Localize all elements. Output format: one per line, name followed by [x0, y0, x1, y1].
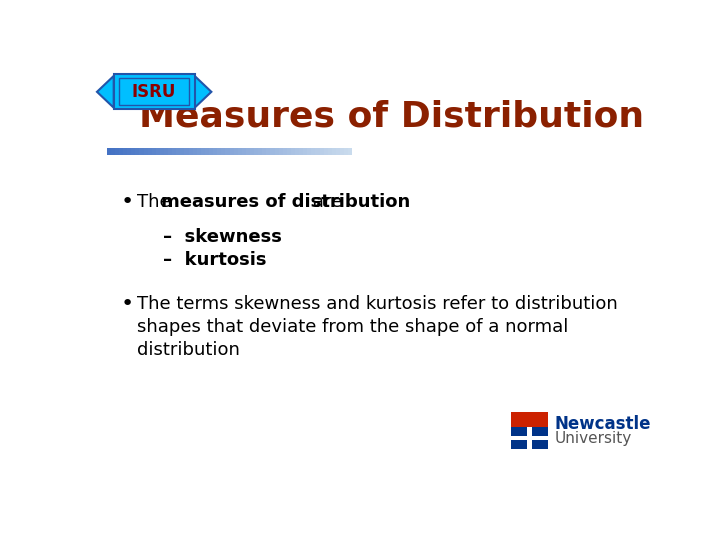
Bar: [266, 148, 271, 156]
Text: –  kurtosis: – kurtosis: [163, 251, 266, 269]
Bar: [323, 148, 328, 156]
Bar: [254, 148, 258, 156]
Bar: [238, 148, 242, 156]
Bar: [307, 148, 311, 156]
Bar: [176, 148, 181, 156]
Bar: [189, 148, 193, 156]
Bar: [225, 148, 230, 156]
Bar: [111, 148, 115, 156]
Bar: [160, 148, 164, 156]
Bar: [527, 427, 531, 449]
Bar: [135, 148, 140, 156]
Bar: [242, 148, 246, 156]
Bar: [197, 148, 201, 156]
Bar: [320, 148, 323, 156]
Text: Newcastle: Newcastle: [554, 415, 651, 433]
Text: •: •: [121, 294, 134, 314]
Bar: [107, 148, 111, 156]
Bar: [258, 148, 262, 156]
Bar: [213, 148, 217, 156]
Bar: [311, 148, 315, 156]
Bar: [119, 148, 123, 156]
Bar: [271, 148, 274, 156]
Text: The terms skewness and kurtosis refer to distribution: The terms skewness and kurtosis refer to…: [138, 295, 618, 313]
Bar: [233, 148, 238, 156]
Bar: [328, 148, 332, 156]
Bar: [348, 148, 352, 156]
Bar: [156, 148, 160, 156]
Text: are: are: [307, 193, 341, 211]
Text: The: The: [138, 193, 177, 211]
Bar: [287, 148, 291, 156]
Bar: [193, 148, 197, 156]
Bar: [114, 74, 194, 110]
Bar: [221, 148, 225, 156]
Bar: [140, 148, 143, 156]
Bar: [299, 148, 303, 156]
Bar: [274, 148, 279, 156]
Bar: [250, 148, 254, 156]
Polygon shape: [97, 76, 114, 108]
Bar: [148, 148, 152, 156]
Bar: [230, 148, 233, 156]
Bar: [217, 148, 221, 156]
Bar: [332, 148, 336, 156]
Bar: [164, 148, 168, 156]
Bar: [172, 148, 176, 156]
Bar: [279, 148, 283, 156]
Bar: [209, 148, 213, 156]
Bar: [344, 148, 348, 156]
Bar: [511, 412, 548, 427]
Bar: [123, 148, 127, 156]
Text: •: •: [121, 192, 134, 212]
Bar: [201, 148, 205, 156]
Bar: [205, 148, 209, 156]
Bar: [143, 148, 148, 156]
Bar: [181, 148, 184, 156]
Text: distribution: distribution: [138, 341, 240, 359]
Text: shapes that deviate from the shape of a normal: shapes that deviate from the shape of a …: [138, 318, 569, 336]
Text: University: University: [554, 431, 631, 445]
Text: –  skewness: – skewness: [163, 228, 282, 246]
Bar: [131, 148, 135, 156]
Bar: [283, 148, 287, 156]
Bar: [303, 148, 307, 156]
Polygon shape: [194, 76, 212, 108]
Bar: [291, 148, 295, 156]
Text: ISRU: ISRU: [132, 83, 176, 101]
Bar: [511, 436, 548, 440]
Bar: [115, 148, 119, 156]
Bar: [127, 148, 131, 156]
Bar: [336, 148, 340, 156]
Bar: [152, 148, 156, 156]
Bar: [262, 148, 266, 156]
Bar: [511, 412, 548, 449]
Bar: [246, 148, 250, 156]
Bar: [340, 148, 344, 156]
Bar: [168, 148, 172, 156]
Bar: [120, 78, 189, 105]
Text: measures of distribution: measures of distribution: [161, 193, 410, 211]
Bar: [295, 148, 299, 156]
Bar: [184, 148, 189, 156]
Bar: [315, 148, 320, 156]
Text: Measures of Distribution: Measures of Distribution: [139, 100, 644, 134]
